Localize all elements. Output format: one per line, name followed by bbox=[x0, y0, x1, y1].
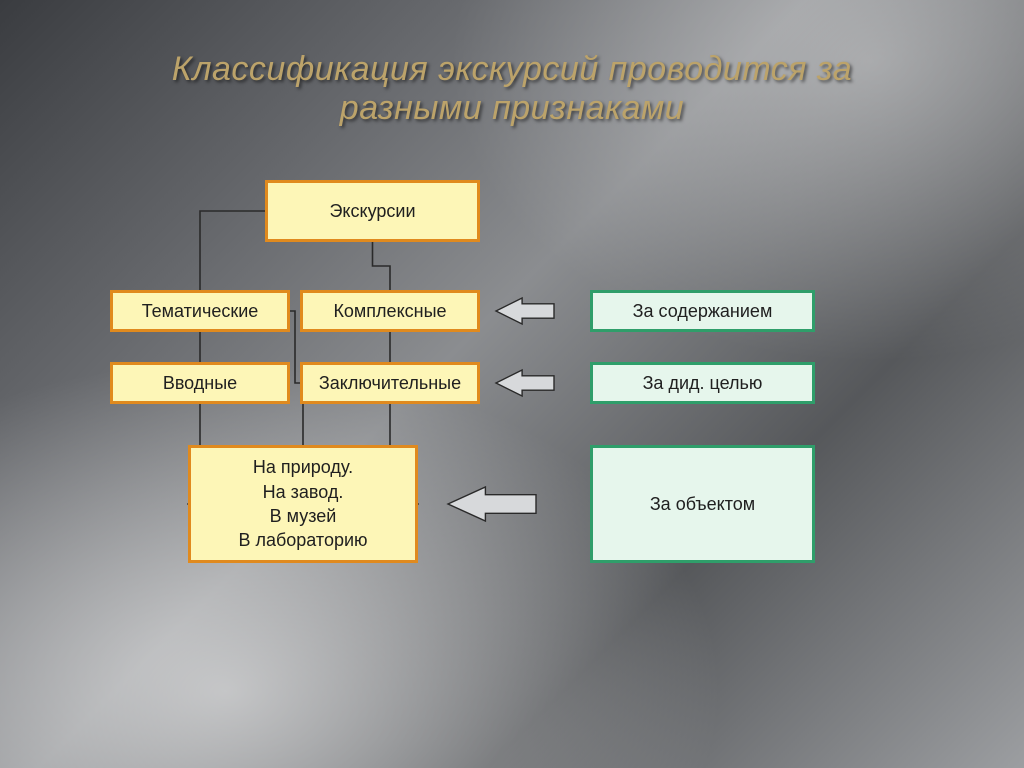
node-by-object: За объектом bbox=[590, 445, 815, 563]
slide-title-line1: Классификация экскурсий проводится за bbox=[0, 50, 1024, 89]
slide-stage: Классификация экскурсий проводится за ра… bbox=[0, 0, 1024, 768]
node-root: Экскурсии bbox=[265, 180, 480, 242]
node-thematic: Тематические bbox=[110, 290, 290, 332]
slide-title-line2: разными признаками bbox=[0, 89, 1024, 128]
node-places: На природу. На завод. В музей В лаборато… bbox=[188, 445, 418, 563]
slide-title: Классификация экскурсий проводится за ра… bbox=[0, 50, 1024, 128]
node-by-content: За содержанием bbox=[590, 290, 815, 332]
node-final: Заключительные bbox=[300, 362, 480, 404]
node-by-goal: За дид. целью bbox=[590, 362, 815, 404]
node-complex: Комплексные bbox=[300, 290, 480, 332]
node-intro: Вводные bbox=[110, 362, 290, 404]
